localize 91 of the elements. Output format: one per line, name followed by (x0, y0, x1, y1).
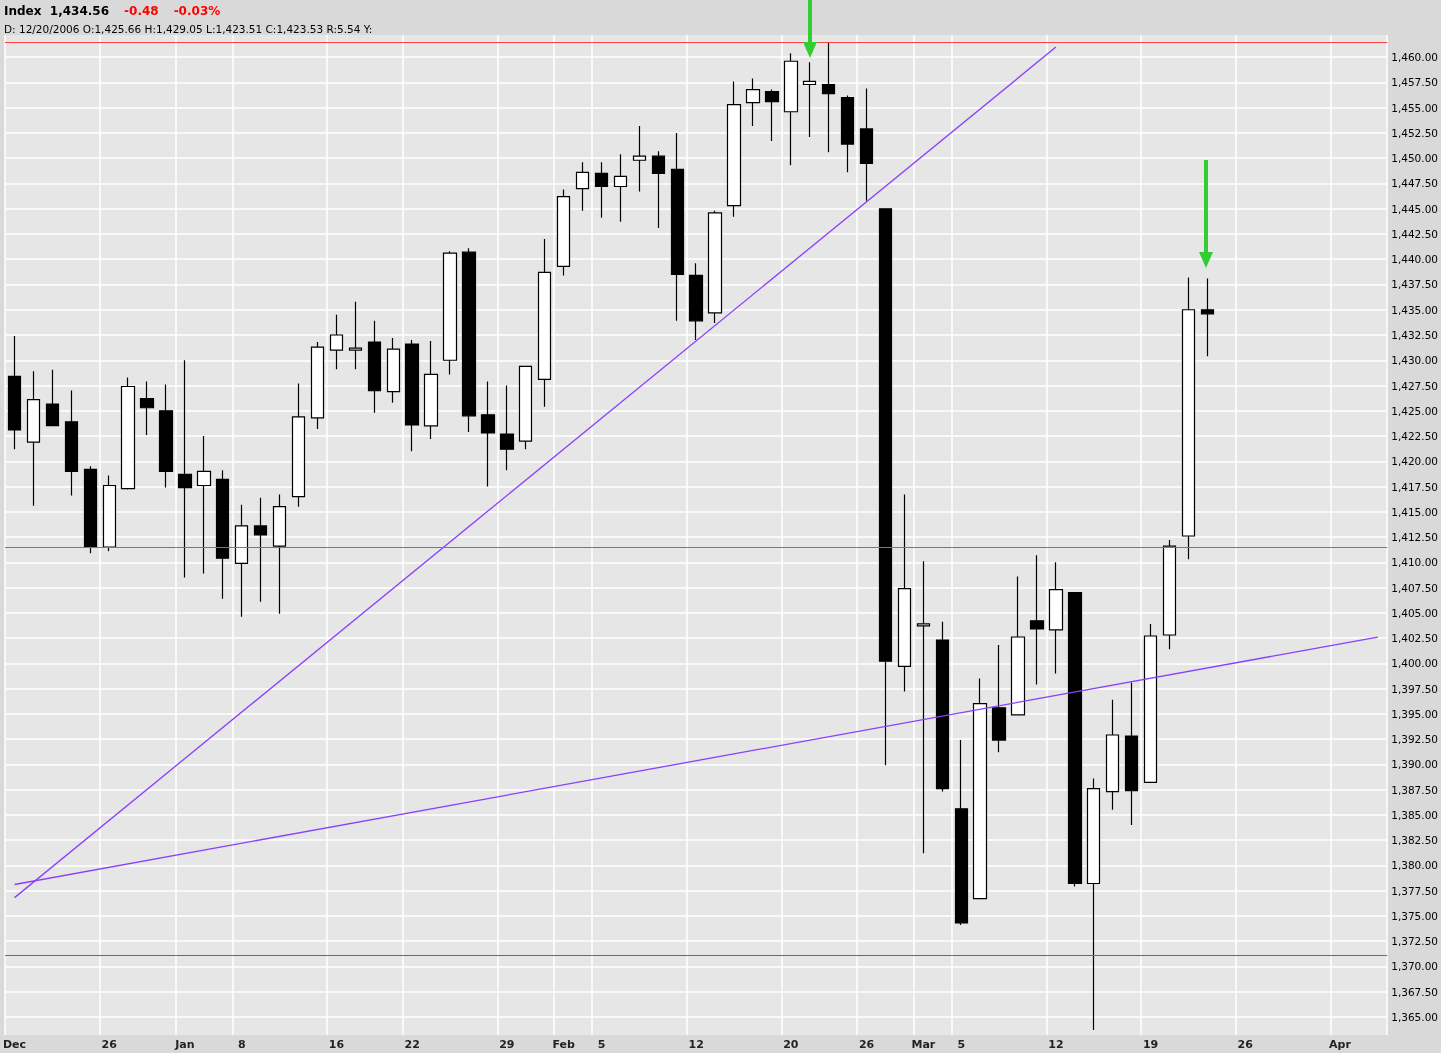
x-tick-label: Feb (552, 1038, 575, 1051)
text: -0.03% (173, 4, 221, 18)
x-tick-label: 20 (783, 1038, 799, 1051)
y-tick-label: 1,397.50 (1391, 682, 1439, 695)
candlestick (1200, 277, 1215, 357)
y-tick-label: 1,375.00 (1391, 909, 1439, 922)
candlestick (177, 359, 193, 579)
y-tick-label: 1,415.00 (1391, 505, 1439, 518)
x-tick-label: 26 (1237, 1038, 1254, 1051)
x-tick-label: 22 (404, 1038, 420, 1051)
y-tick-label: 1,405.00 (1391, 606, 1439, 619)
y-tick-label: 1,407.50 (1391, 581, 1439, 594)
candlestick (158, 383, 174, 489)
y-tick-label: 1,385.00 (1391, 808, 1439, 821)
candlestick (935, 621, 950, 793)
y-tick-label: 1,427.50 (1391, 379, 1439, 392)
y-tick-label: 1,452.50 (1391, 126, 1439, 139)
chart-title: Index 1,434.56 (4, 4, 110, 18)
candlestick (64, 389, 79, 497)
candlestick (215, 469, 230, 600)
candlestick (954, 739, 969, 926)
y-tick-label: 1,417.50 (1391, 480, 1439, 493)
candlestick (878, 208, 893, 766)
candlestick (859, 87, 874, 202)
y-tick-label: 1,422.50 (1391, 430, 1439, 443)
y-tick-label: 1,365.00 (1391, 1010, 1439, 1023)
candlestick (83, 465, 98, 554)
candlestick (821, 41, 836, 153)
y-tick-label: 1,447.50 (1391, 177, 1439, 190)
y-tick-label: 1,377.50 (1391, 884, 1439, 897)
candlestick (840, 95, 855, 173)
y-tick-label: 1,437.50 (1391, 278, 1439, 291)
x-tick-label: Apr (1329, 1038, 1352, 1051)
y-tick-label: 1,367.50 (1391, 985, 1439, 998)
y-tick-label: 1,400.00 (1391, 657, 1439, 670)
x-tick-label: 12 (688, 1038, 704, 1051)
x-tick-label: 26 (858, 1038, 875, 1051)
y-tick-label: 1,410.00 (1391, 556, 1439, 569)
y-tick-label: 1,435.00 (1391, 303, 1439, 316)
candlestick (253, 497, 268, 603)
y-tick-label: 1,402.50 (1391, 632, 1439, 645)
text: -0.48 (124, 4, 159, 18)
y-tick-label: 1,392.50 (1391, 733, 1439, 746)
x-tick-label: Mar (911, 1038, 936, 1051)
y-tick-label: 1,430.00 (1391, 354, 1439, 367)
y-tick-label: 1,442.50 (1391, 227, 1439, 240)
y-tick-label: 1,395.00 (1391, 707, 1439, 720)
y-tick-label: 1,372.50 (1391, 935, 1439, 948)
candlestick (139, 380, 155, 436)
x-tick-label: 29 (499, 1038, 515, 1051)
candlestick (45, 369, 60, 427)
candlestick (367, 320, 382, 414)
candlestick (404, 339, 420, 452)
y-tick-label: 1,440.00 (1391, 253, 1439, 266)
x-tick-label: 19 (1142, 1038, 1159, 1051)
x-tick-label: 12 (1048, 1038, 1064, 1051)
x-tick-label: Dec (2, 1038, 27, 1051)
candlestick (1067, 591, 1083, 888)
x-tick-label: 8 (237, 1038, 246, 1051)
y-tick-label: 1,412.50 (1391, 531, 1439, 544)
y-tick-label: 1,370.00 (1391, 960, 1439, 973)
y-tick-label: 1,455.00 (1391, 101, 1439, 114)
candlestick (991, 644, 1007, 753)
y-tick-label: 1,457.50 (1391, 76, 1439, 89)
y-tick-label: 1,382.50 (1391, 834, 1439, 847)
y-tick-label: 1,450.00 (1391, 152, 1439, 165)
x-tick-label: 26 (101, 1038, 118, 1051)
y-tick-label: 1,460.00 (1391, 51, 1439, 64)
candlestick (7, 335, 22, 450)
y-tick-label: 1,420.00 (1391, 455, 1439, 468)
candlestick (594, 161, 609, 219)
y-tick-label: 1,380.00 (1391, 859, 1439, 872)
candlestick (1124, 681, 1139, 826)
y-tick-label: 1,390.00 (1391, 758, 1439, 771)
candlestick (480, 380, 496, 488)
x-tick-label: 5 (957, 1038, 966, 1051)
candlestick (764, 88, 780, 142)
candlestick (499, 384, 515, 471)
candlestick (1029, 554, 1045, 686)
candlestick (461, 247, 477, 433)
x-tick-label: 16 (328, 1038, 345, 1051)
candlestick (670, 132, 685, 322)
y-tick-label: 1,445.00 (1391, 202, 1439, 215)
candlestick (651, 150, 666, 229)
text: D: 12/20/2006 O:1,425.66 H:1,429.05 L:1,423.51 C:1,423.53 R:5.54 Y: (4, 22, 373, 35)
y-tick-label: 1,387.50 (1391, 783, 1439, 796)
y-tick-label: 1,432.50 (1391, 329, 1439, 341)
x-tick-label: Jan (174, 1038, 195, 1051)
candlestick (688, 262, 704, 341)
y-tick-label: 1,425.00 (1391, 404, 1439, 417)
x-tick-label: 5 (597, 1038, 606, 1051)
